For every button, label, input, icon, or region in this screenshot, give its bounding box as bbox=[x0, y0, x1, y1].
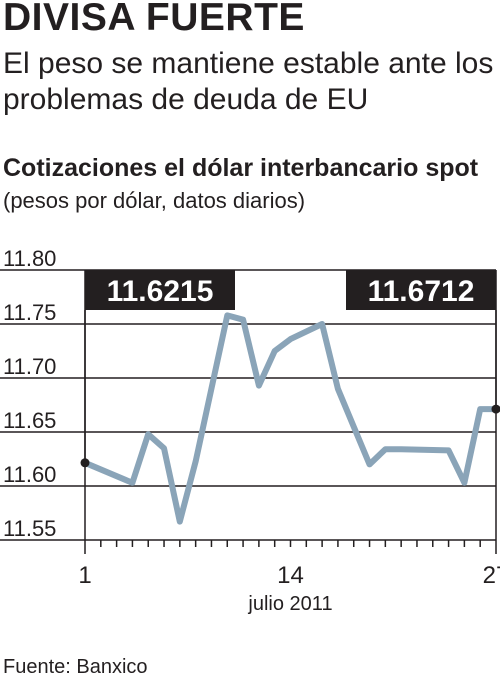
data-point bbox=[162, 446, 166, 450]
data-point bbox=[383, 447, 387, 451]
series-line bbox=[82, 312, 499, 525]
chart-title: Cotizaciones el dólar interbancario spot… bbox=[3, 152, 497, 217]
data-point bbox=[478, 407, 482, 411]
y-tick-label: 11.60 bbox=[3, 462, 56, 487]
line-chart: 11.80 11.75 11.70 11.65 11.60 11.55 1 14 27 julio… bbox=[0, 250, 500, 615]
callout-value: 11.6215 bbox=[107, 275, 214, 308]
data-point bbox=[447, 448, 451, 452]
data-point bbox=[399, 447, 403, 451]
y-tick-label: 11.80 bbox=[3, 250, 56, 271]
callout-marker bbox=[491, 404, 500, 414]
data-point bbox=[320, 322, 324, 326]
data-point bbox=[225, 313, 229, 317]
data-point bbox=[257, 384, 261, 388]
x-tick-label: 1 bbox=[78, 562, 91, 589]
source-note: Fuente: Banxico bbox=[3, 656, 148, 678]
data-point bbox=[241, 318, 245, 322]
x-axis-label: julio 2011 bbox=[247, 593, 332, 615]
callout-box bbox=[346, 270, 496, 310]
callout-box bbox=[85, 270, 235, 310]
chart-title-units: (pesos por dólar, datos diarios) bbox=[3, 188, 306, 213]
callout-marker bbox=[80, 458, 90, 468]
data-point bbox=[289, 337, 292, 341]
chart-title-main: Cotizaciones el dólar interbancario spot bbox=[3, 154, 479, 182]
data-point bbox=[462, 481, 466, 485]
callout-value: 11.6712 bbox=[368, 275, 475, 308]
x-tick-label: 27 bbox=[483, 562, 500, 589]
data-point bbox=[178, 520, 182, 524]
data-point bbox=[194, 459, 198, 463]
y-tick-label: 11.65 bbox=[3, 408, 56, 433]
data-point bbox=[146, 432, 150, 436]
x-tick-label: 14 bbox=[277, 562, 304, 589]
data-point bbox=[130, 481, 134, 485]
data-point bbox=[273, 349, 277, 353]
chart-kicker: DIVISA FUERTE bbox=[3, 0, 305, 39]
data-point bbox=[368, 462, 372, 466]
y-tick-label: 11.55 bbox=[3, 516, 56, 541]
y-tick-label: 11.70 bbox=[3, 354, 56, 379]
data-point bbox=[336, 387, 340, 391]
y-tick-label: 11.75 bbox=[3, 300, 56, 325]
chart-deck: El peso se mantiene estable ante los pro… bbox=[3, 47, 494, 116]
